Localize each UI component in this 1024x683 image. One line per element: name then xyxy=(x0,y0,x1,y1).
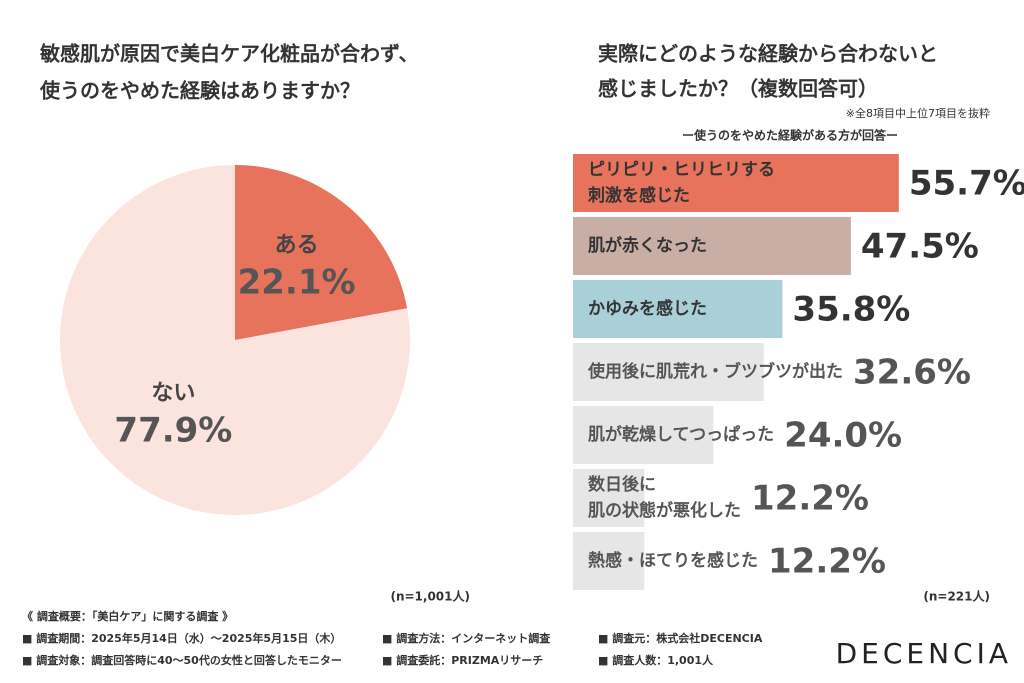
slice-value: 22.1% xyxy=(238,263,356,303)
footer-item: ■ 調査委託：PRIZMAリサーチ xyxy=(382,653,543,667)
bar-value: 12.2% xyxy=(768,542,886,582)
bar-value: 55.7% xyxy=(909,164,1024,204)
footer-item: ■ 調査方法：インターネット調査 xyxy=(382,631,550,645)
bar-label: 数日後に xyxy=(588,474,656,495)
bar xyxy=(573,280,783,338)
pie-title: 使うのをやめた経験はありますか？ xyxy=(39,79,360,103)
bar-annotation: ー使うのをやめた経験がある方が回答ー xyxy=(682,128,898,143)
bar-label: 刺激を感じた xyxy=(588,185,690,206)
bar xyxy=(573,469,645,527)
bar-value: 47.5% xyxy=(861,227,979,267)
pie-slice xyxy=(235,165,408,340)
bar-value: 24.0% xyxy=(784,416,902,456)
bar xyxy=(573,532,645,590)
bar-label: 使用後に肌荒れ・ブツブツが出た xyxy=(587,361,843,382)
pie-title: 敏感肌が原因で美白ケア化粧品が合わず、 xyxy=(39,42,419,66)
bar-label: 肌が赤くなった xyxy=(588,235,707,256)
bar-title: 実際にどのような経験から合わないと xyxy=(598,42,938,66)
bar-note: (n=221人) xyxy=(923,589,990,604)
bar-label: ピリピリ・ヒリヒリする xyxy=(588,160,775,180)
bar-subtitle: ※全8項目中上位7項目を抜粋 xyxy=(846,106,990,120)
bar-label: かゆみを感じた xyxy=(588,298,707,319)
footer-item: ■ 調査期間：2025年5月14日（水）〜2025年5月15日（木） xyxy=(22,631,341,645)
bar xyxy=(573,406,714,464)
bar-title: 感じましたか？（複数回答可） xyxy=(598,77,878,101)
bar-value: 32.6% xyxy=(853,353,971,393)
slice-label: ない xyxy=(151,381,195,406)
slice-value: 77.9% xyxy=(114,410,232,450)
footer-item: ■ 調査人数：1,001人 xyxy=(598,653,714,667)
pie-slice xyxy=(59,165,410,515)
bar-label: 肌の状態が悪化した xyxy=(588,500,741,521)
footer-item: ■ 調査対象：調査回答時に40〜50代の女性と回答したモニター xyxy=(22,653,342,667)
logo: DECENCIA xyxy=(836,637,1012,670)
bar xyxy=(573,154,899,212)
bar xyxy=(573,343,764,401)
footer-item: ■ 調査元：株式会社DECENCIA xyxy=(598,631,763,645)
bar-value: 35.8% xyxy=(792,290,910,330)
bar xyxy=(573,217,851,275)
bar-label: 肌が乾燥してつっぱった xyxy=(588,424,774,445)
pie-note: (n=1,001人) xyxy=(390,589,470,604)
footer-heading: 《 調査概要：「美白ケア」に関する調査 》 xyxy=(22,609,233,623)
slice-label: ある xyxy=(275,233,319,258)
bar-value: 12.2% xyxy=(751,479,869,519)
bar-label: 熱感・ほてりを感じた xyxy=(588,550,758,571)
